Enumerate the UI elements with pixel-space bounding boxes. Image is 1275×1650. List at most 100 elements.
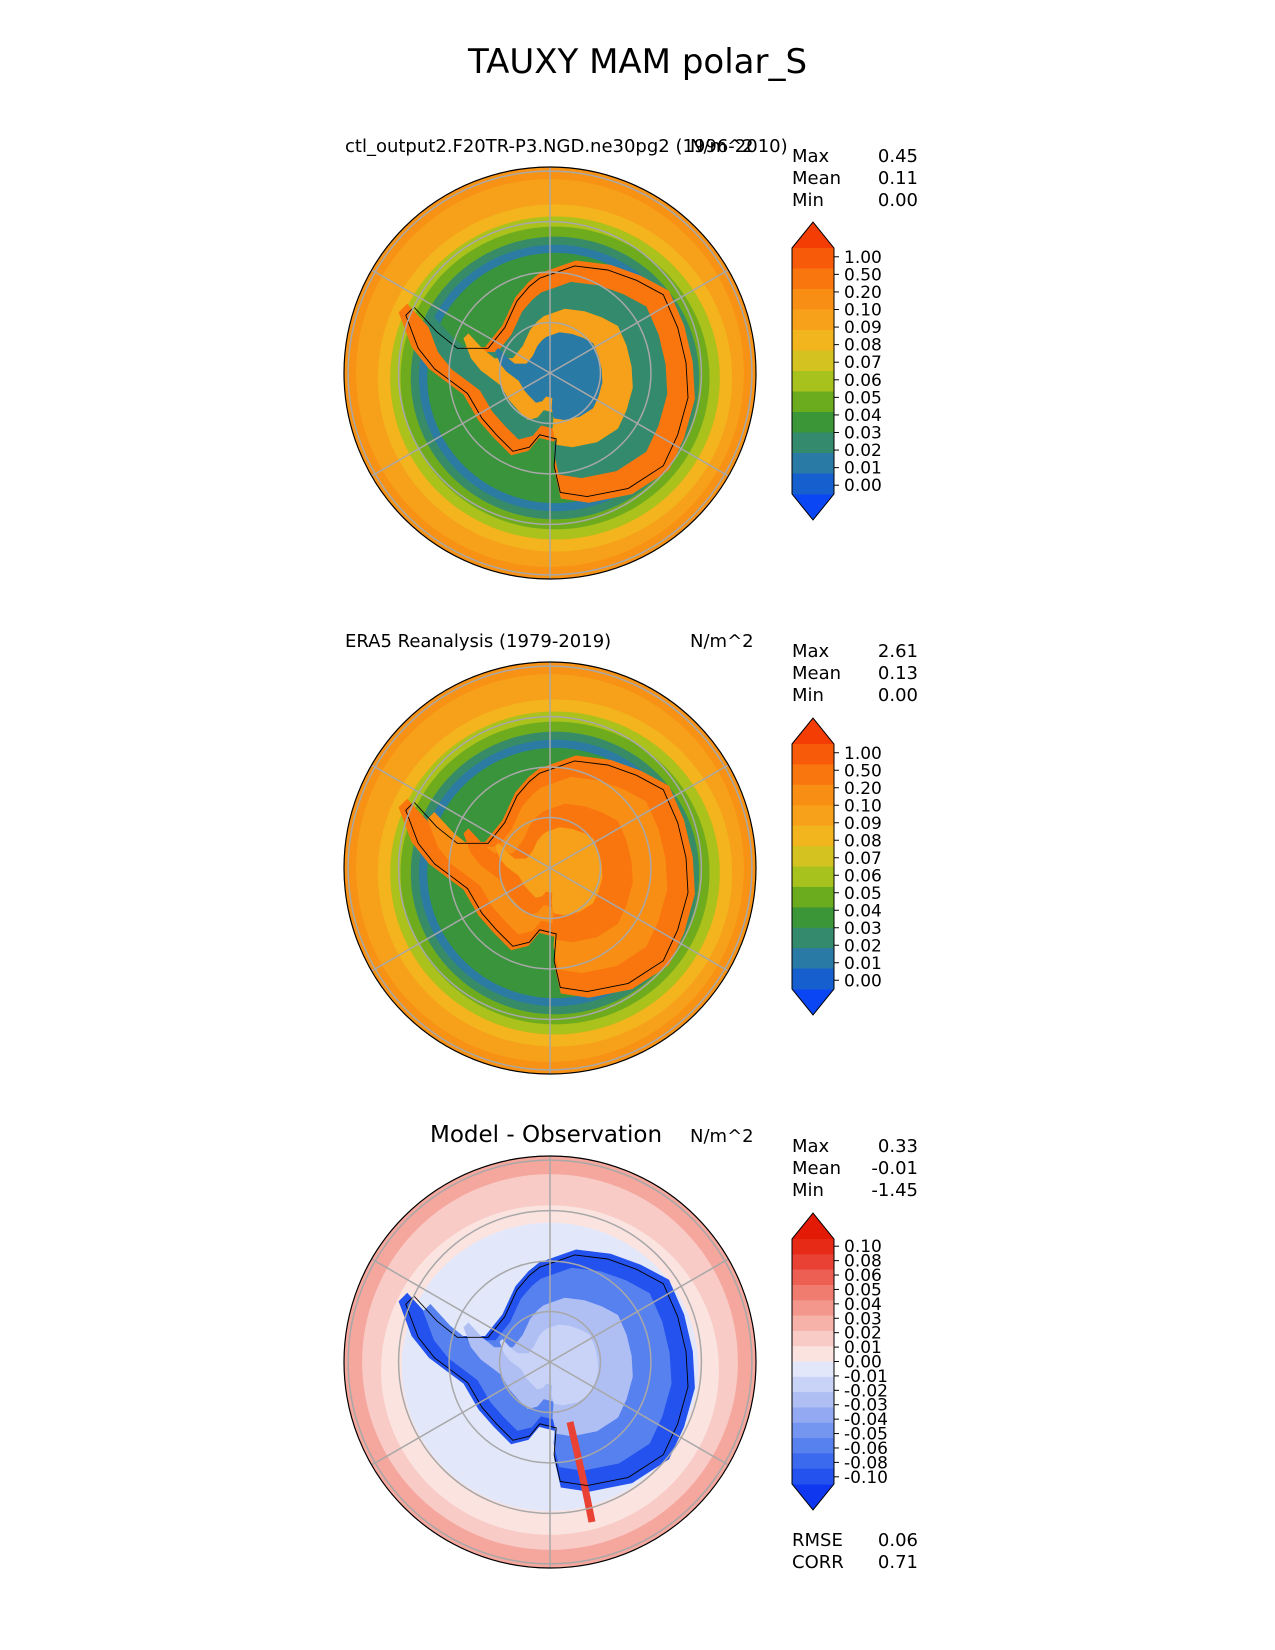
panel-3-stat-min-value: -1.45 xyxy=(871,1180,918,1201)
colorbar-tick-label: 0.06 xyxy=(844,866,882,886)
polar-map-2 xyxy=(343,661,757,1075)
meridian-gridline xyxy=(371,764,551,869)
colorbar-tick-label: 0.10 xyxy=(844,796,882,816)
colorbar-segment xyxy=(792,968,834,990)
polar-map-1 xyxy=(343,166,757,580)
continent-core xyxy=(495,827,603,915)
colorbar-tick-label: 0.06 xyxy=(844,371,882,391)
colorbar-segment xyxy=(792,432,834,454)
coastline xyxy=(405,760,689,993)
colorbar-tick-label: 0.04 xyxy=(844,406,882,426)
colorbar-tick-label: 0.10 xyxy=(844,1237,882,1257)
colorbar-tick-label: -0.04 xyxy=(844,1410,888,1430)
colorbar-segment xyxy=(792,473,834,495)
colorbar-segment xyxy=(792,1315,834,1332)
panel-3-units: N/m^2 xyxy=(690,1126,754,1147)
colorbar-tick-label: -0.01 xyxy=(844,1367,888,1387)
colorbar-segment xyxy=(792,1392,834,1408)
colorbar-tick-label: 0.02 xyxy=(844,441,882,461)
colorbar-tick-label: 0.04 xyxy=(844,901,882,921)
colorbar-segment xyxy=(792,907,834,929)
meridian-gridline xyxy=(549,372,729,477)
figure-title: TAUXY MAM polar_S xyxy=(467,42,808,82)
colorbar-tick-label: 0.50 xyxy=(844,265,882,285)
panel-1-stat-min-value: 0.00 xyxy=(877,190,918,211)
colorbar-segment xyxy=(792,309,834,331)
panel-3-stat-min-label: Min xyxy=(792,1180,824,1201)
panel-2-title: ERA5 Reanalysis (1979-2019) xyxy=(345,631,612,652)
colorbar-segment xyxy=(792,1254,834,1271)
panel-1-title: ctl_output2.F20TR-P3.NGD.ne30pg2 (1996-2… xyxy=(345,136,788,157)
meridian-gridline xyxy=(549,1258,729,1363)
colorbar-outline xyxy=(791,1212,835,1511)
colorbar-tick-label: 0.09 xyxy=(844,814,882,834)
panel-1-stat-mean-value: 0.11 xyxy=(877,168,918,189)
colorbar-segment xyxy=(792,1361,834,1378)
colorbar-tick-label: -0.06 xyxy=(844,1439,888,1459)
colorbar-segment xyxy=(792,371,834,392)
colorbar-tick-label: 0.05 xyxy=(844,388,882,408)
colorbar-tick-label: 0.20 xyxy=(844,283,882,303)
colorbar-segment xyxy=(792,330,834,351)
panel-3-stat-mean-label: Mean xyxy=(792,1158,842,1179)
colorbar-segment xyxy=(792,1284,834,1301)
colorbar-segment xyxy=(792,1346,834,1362)
colorbar-tick-label: 0.00 xyxy=(844,971,882,991)
panel-1-stat-max-label: Max xyxy=(792,146,830,167)
colorbar-extend-max xyxy=(792,1213,834,1239)
colorbar-segment xyxy=(792,268,834,290)
colorbar-1: 1.000.500.200.100.090.080.070.060.050.04… xyxy=(791,221,882,521)
panel-2-stat-min-value: 0.00 xyxy=(877,685,918,706)
colorbar-segment xyxy=(792,764,834,786)
colorbar-tick-label: -0.02 xyxy=(844,1381,888,1401)
corr-value: 0.71 xyxy=(877,1552,918,1573)
meridian-gridline xyxy=(371,1361,551,1466)
colorbar-tick-label: -0.10 xyxy=(844,1468,888,1488)
colorbar-extend-max xyxy=(792,222,834,248)
colorbar-outline xyxy=(791,717,835,1016)
colorbar-outline xyxy=(791,221,835,521)
colorbar-segment xyxy=(792,1269,834,1286)
meridian-gridline xyxy=(371,867,551,972)
colorbar-segment xyxy=(792,1468,834,1485)
panel-2-stat-mean-label: Mean xyxy=(792,663,842,684)
colorbar-tick-label: 0.08 xyxy=(844,336,882,356)
colorbar-segment xyxy=(792,391,834,413)
colorbar-tick-label: 0.00 xyxy=(844,476,882,496)
panel-2-stat-min-label: Min xyxy=(792,685,824,706)
colorbar-3: 0.100.080.060.050.040.030.020.010.00-0.0… xyxy=(791,1212,888,1511)
colorbar-tick-label: 0.09 xyxy=(844,318,882,338)
colorbar-segment xyxy=(792,927,834,949)
colorbar-segment xyxy=(792,805,834,827)
colorbar-tick-label: 0.01 xyxy=(844,459,882,479)
colorbar-segment xyxy=(792,412,834,433)
panel-1-stat-max-value: 0.45 xyxy=(877,146,918,167)
colorbar-segment xyxy=(792,886,834,908)
colorbar-tick-label: 0.08 xyxy=(844,1252,882,1272)
colorbar-segment xyxy=(792,1438,834,1454)
colorbar-tick-label: -0.05 xyxy=(844,1425,888,1445)
panel-2-stat-max-label: Max xyxy=(792,641,830,662)
colorbar-segment xyxy=(792,784,834,806)
colorbar-segment xyxy=(792,248,834,269)
coastline xyxy=(405,1254,689,1487)
colorbar-segment xyxy=(792,1422,834,1439)
colorbar-tick-label: -0.08 xyxy=(844,1453,888,1473)
meridian-gridline xyxy=(371,372,551,477)
colorbar-extend-min xyxy=(792,494,834,520)
colorbar-segment xyxy=(792,866,834,888)
colorbar-segment xyxy=(792,948,834,970)
colorbar-segment xyxy=(792,1300,834,1317)
panel-2-stat-mean-value: 0.13 xyxy=(877,663,918,684)
colorbar-tick-label: 0.00 xyxy=(844,1353,882,1373)
colorbar-segment xyxy=(792,825,834,847)
colorbar-extend-max xyxy=(792,718,834,744)
colorbar-tick-label: 0.03 xyxy=(844,424,882,444)
panel-3-stat-max-value: 0.33 xyxy=(877,1136,918,1157)
colorbar-tick-label: 0.20 xyxy=(844,779,882,799)
panel-1-stat-mean-label: Mean xyxy=(792,168,842,189)
rmse-value: 0.06 xyxy=(877,1530,918,1551)
colorbar-segment xyxy=(792,744,834,765)
colorbar-2: 1.000.500.200.100.090.080.070.060.050.04… xyxy=(791,717,882,1016)
corr-label: CORR xyxy=(792,1552,844,1573)
